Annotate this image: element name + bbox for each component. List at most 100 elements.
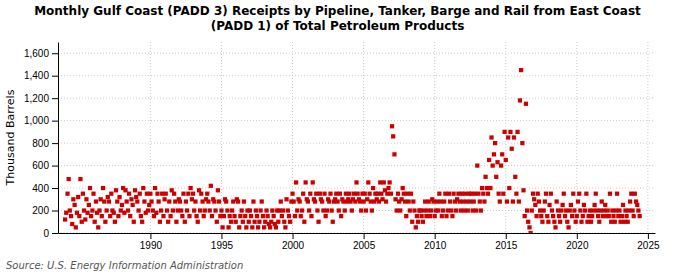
point xyxy=(482,199,486,203)
point xyxy=(521,188,525,192)
point xyxy=(288,220,292,224)
point xyxy=(198,208,202,212)
point xyxy=(364,208,368,212)
point xyxy=(301,192,305,196)
point xyxy=(284,197,288,201)
point xyxy=(448,199,452,203)
point xyxy=(81,192,85,196)
point xyxy=(184,199,188,203)
point xyxy=(546,220,550,224)
point xyxy=(505,199,509,203)
point xyxy=(171,208,175,212)
grid-line-y xyxy=(58,75,655,76)
point xyxy=(279,199,283,203)
point xyxy=(244,225,248,229)
title-line: Monthly Gulf Coast (PADD 3) Receipts by … xyxy=(34,4,641,18)
point xyxy=(157,199,161,203)
point xyxy=(382,180,386,184)
point xyxy=(472,199,476,203)
point xyxy=(337,208,341,212)
point xyxy=(515,130,519,134)
point xyxy=(309,214,313,218)
tick: 2010 xyxy=(424,233,447,251)
point xyxy=(138,192,142,196)
point xyxy=(232,214,236,218)
point xyxy=(636,208,640,212)
point xyxy=(526,220,530,224)
point xyxy=(592,203,596,207)
point xyxy=(391,134,395,138)
point xyxy=(555,199,559,203)
point xyxy=(71,197,75,201)
point xyxy=(162,197,166,201)
tick-label: 200 xyxy=(32,205,49,216)
point xyxy=(514,192,518,196)
grid-line-y xyxy=(58,165,655,166)
grid-line-x xyxy=(647,42,648,233)
point xyxy=(179,208,183,212)
point xyxy=(466,208,470,212)
point xyxy=(476,192,480,196)
point xyxy=(102,199,106,203)
tick: 1995 xyxy=(211,233,234,251)
point xyxy=(308,192,312,196)
point xyxy=(551,214,555,218)
point xyxy=(525,208,529,212)
tick-mark xyxy=(577,233,578,239)
point xyxy=(161,214,165,218)
point xyxy=(97,208,101,212)
point xyxy=(101,186,105,190)
tick: 1,000 xyxy=(24,115,58,126)
tick: 1,400 xyxy=(24,70,58,81)
point xyxy=(504,158,508,162)
tick-mark xyxy=(52,53,58,54)
point xyxy=(174,220,178,224)
point xyxy=(260,199,264,203)
point xyxy=(76,195,80,199)
point xyxy=(371,186,375,190)
point xyxy=(159,208,163,212)
tick-label: 2020 xyxy=(566,240,589,251)
point xyxy=(475,163,479,167)
point xyxy=(191,192,195,196)
point xyxy=(219,208,223,212)
point xyxy=(527,225,531,229)
tick-mark xyxy=(52,188,58,189)
point xyxy=(276,220,280,224)
point xyxy=(480,186,484,190)
point xyxy=(350,208,354,212)
point xyxy=(574,220,578,224)
point xyxy=(316,220,320,224)
point xyxy=(589,220,593,224)
point xyxy=(543,199,547,203)
point xyxy=(617,208,621,212)
tick: 400 xyxy=(32,183,58,194)
point xyxy=(630,208,634,212)
point xyxy=(436,208,440,212)
point xyxy=(250,225,254,229)
point xyxy=(483,175,487,179)
tick-mark xyxy=(221,233,222,239)
point xyxy=(518,98,522,102)
grid-line-x xyxy=(292,42,293,233)
point xyxy=(530,208,534,212)
point xyxy=(501,192,505,196)
point xyxy=(411,199,415,203)
tick-label: 2025 xyxy=(637,240,660,251)
point xyxy=(293,214,297,218)
point xyxy=(442,199,446,203)
point xyxy=(437,192,441,196)
point xyxy=(559,208,563,212)
x-axis: 19901995200020052010201520202025 xyxy=(59,233,660,251)
point xyxy=(104,208,108,212)
point xyxy=(553,225,557,229)
tick: 2005 xyxy=(353,233,376,251)
point xyxy=(203,208,207,212)
point xyxy=(313,199,317,203)
axis-line xyxy=(59,233,656,234)
point xyxy=(450,214,454,218)
point xyxy=(295,208,299,212)
point xyxy=(166,220,170,224)
point xyxy=(224,199,228,203)
point xyxy=(390,124,394,128)
